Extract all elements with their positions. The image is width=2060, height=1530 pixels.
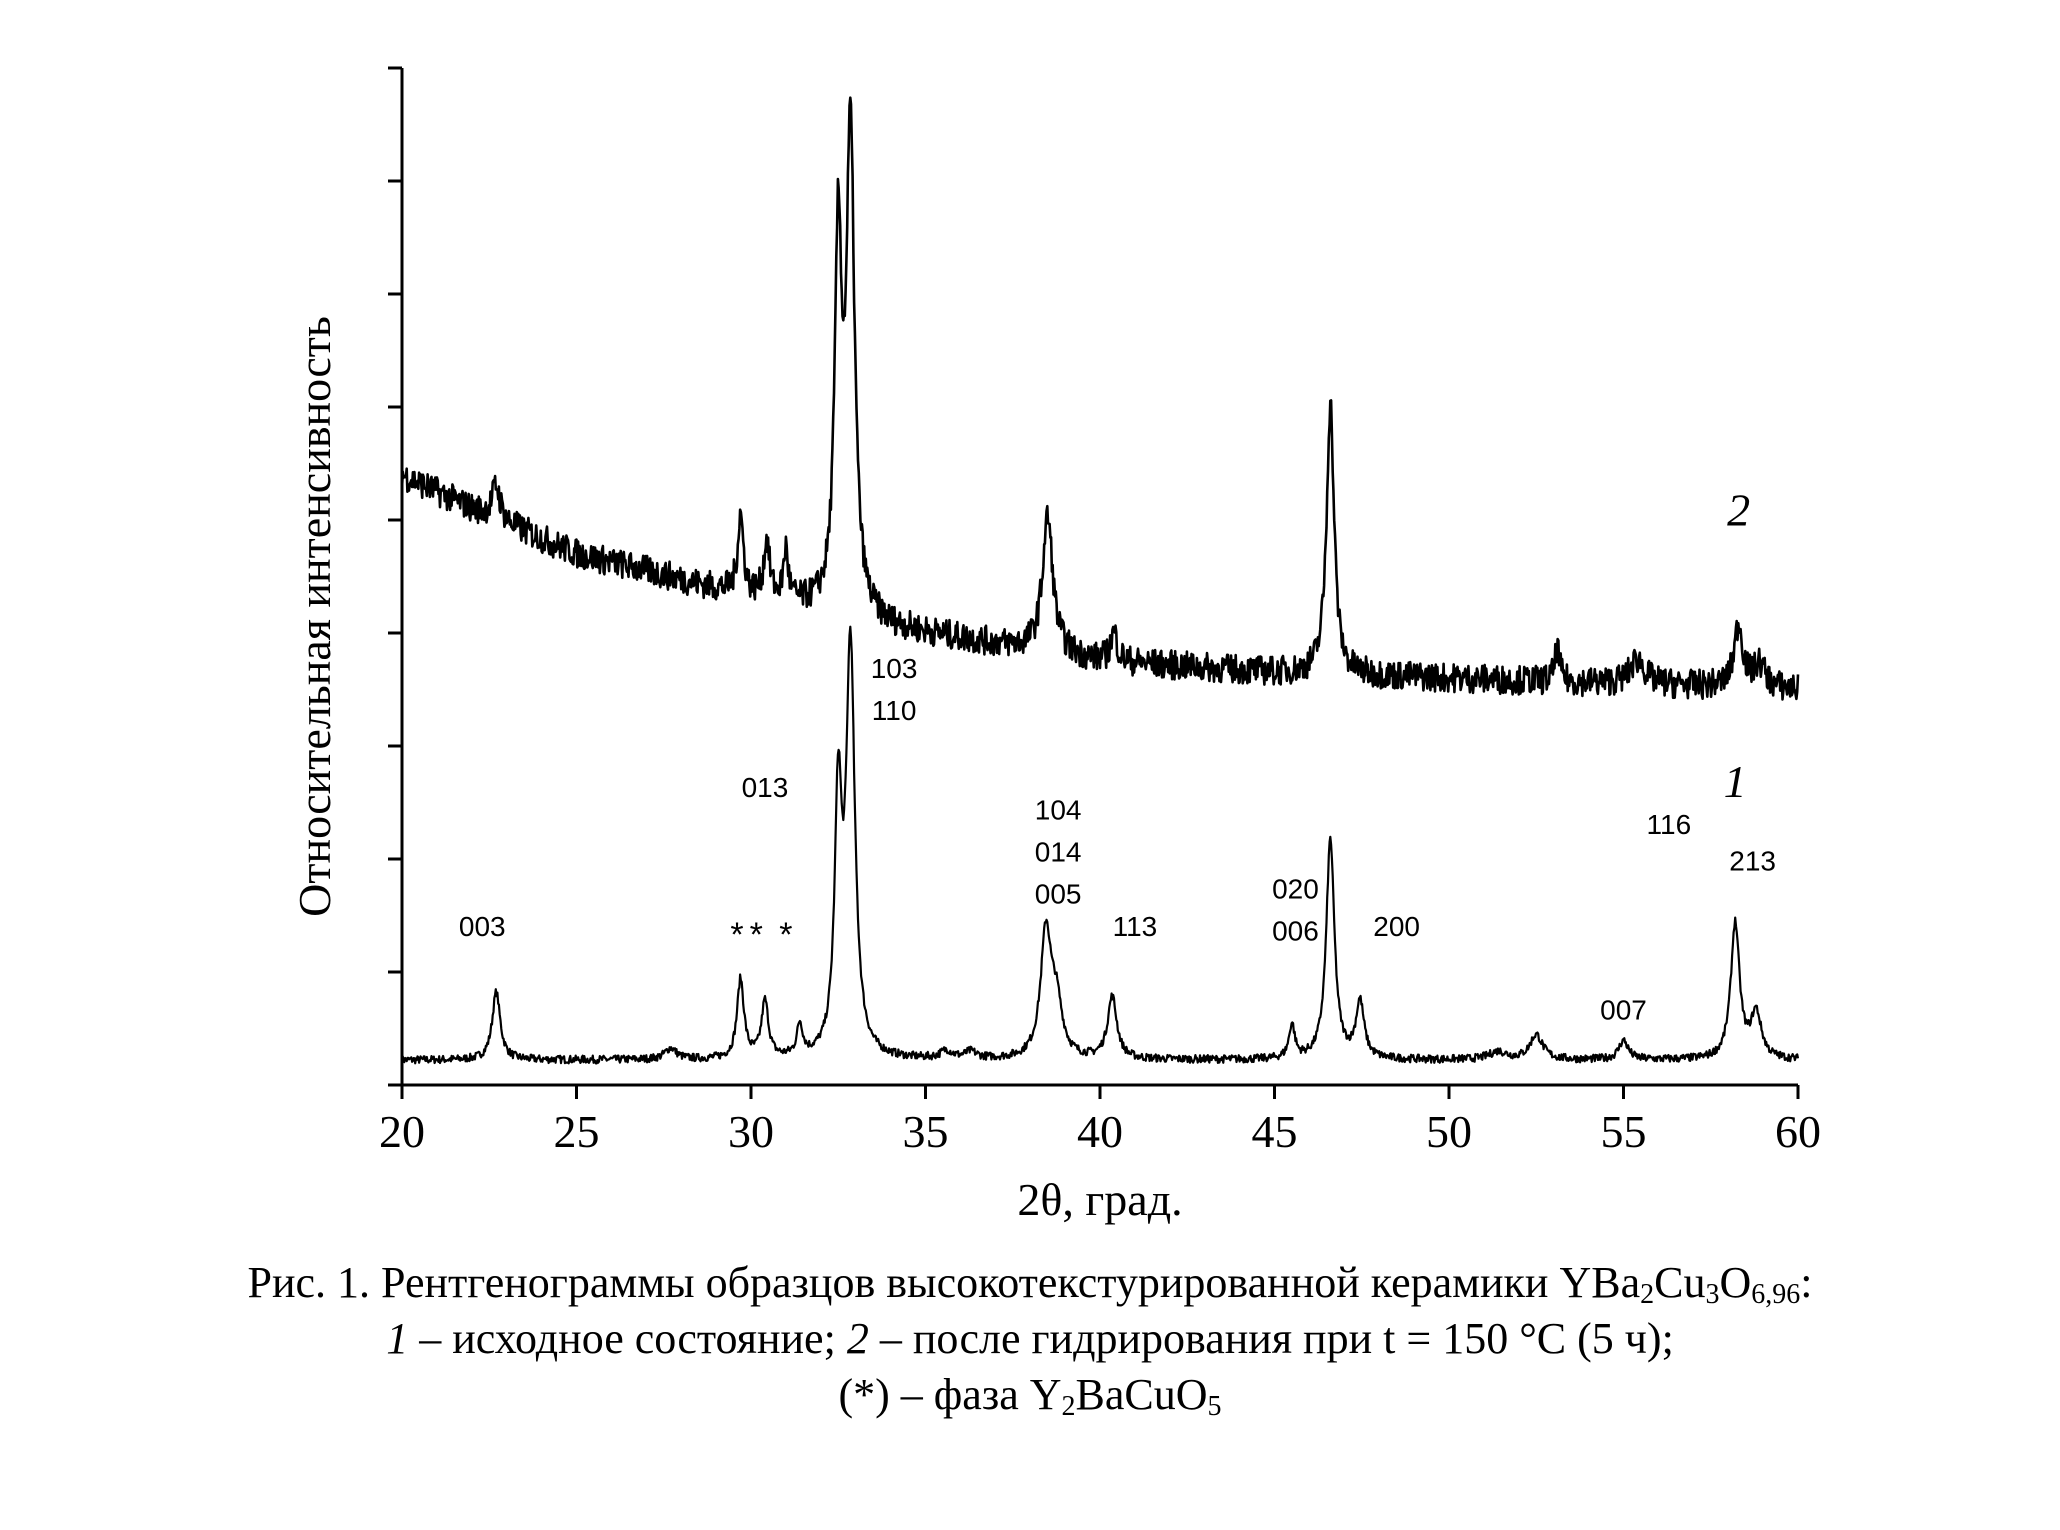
peak-annotation-star: *: [750, 916, 763, 954]
peak-annotation-star: *: [730, 916, 743, 954]
peak-annotation: 006: [1272, 916, 1319, 947]
caption-subscript: 3: [1705, 1279, 1720, 1310]
peak-annotation: 003: [459, 911, 506, 942]
caption-text: BaCuO: [1075, 1370, 1208, 1419]
caption-subscript: 2: [1640, 1279, 1655, 1310]
figure-caption: Рис. 1. Рентгенограммы образцов высокоте…: [0, 1255, 2060, 1423]
caption-text: :: [1800, 1258, 1813, 1307]
y-axis-label: Относительная интенсивность: [289, 316, 340, 917]
peak-annotation: 005: [1035, 878, 1082, 909]
peak-annotation: 014: [1035, 836, 1082, 867]
caption-series-number: 1: [386, 1314, 409, 1363]
caption-text: Cu: [1654, 1258, 1706, 1307]
x-tick-label: 45: [1252, 1106, 1298, 1157]
x-tick-label: 20: [379, 1106, 425, 1157]
peak-annotation: 013: [742, 772, 789, 803]
series-line-1: [400, 625, 1800, 1065]
caption-text: Рис. 1. Рентгенограммы образцов высокоте…: [247, 1258, 1641, 1307]
chart-axes: 20 25 30 35 40 45 50 55 60 2θ, град. Относительная…: [289, 66, 1821, 1225]
caption-series-number: 2: [846, 1314, 869, 1363]
caption-subscript: 6,96: [1751, 1279, 1801, 1310]
series-line-2: [400, 96, 1800, 701]
x-axis-label: 2θ, град.: [1017, 1174, 1182, 1225]
peak-annotation: 213: [1729, 845, 1776, 876]
caption-text: – после гидрирования при t = 150 °C (5 ч…: [868, 1314, 1674, 1363]
peak-annotation: 200: [1373, 911, 1420, 942]
caption-line-3: (*) – фаза Y2BaCuO5: [0, 1367, 2060, 1423]
caption-line-1: Рис. 1. Рентгенограммы образцов высокоте…: [0, 1255, 2060, 1311]
peak-annotation: 104: [1035, 794, 1082, 825]
x-tick-label: 50: [1426, 1106, 1472, 1157]
peak-annotation: 103: [871, 653, 918, 684]
x-tick-label: 40: [1077, 1106, 1123, 1157]
peak-annotation: 020: [1272, 874, 1319, 905]
x-tick-label: 30: [728, 1106, 774, 1157]
chart-series: [400, 96, 1800, 1065]
x-tick-label: 60: [1775, 1106, 1821, 1157]
peak-annotation: 007: [1600, 994, 1647, 1025]
x-tick-label: 25: [554, 1106, 600, 1157]
x-tick-label: 55: [1601, 1106, 1647, 1157]
peak-annotation-star: *: [779, 916, 792, 954]
caption-text: O: [1719, 1258, 1752, 1307]
series-label: 2: [1727, 485, 1750, 536]
peak-annotation: 110: [872, 695, 917, 726]
caption-text: (*) – фаза Y: [838, 1370, 1062, 1419]
peak-annotation: 116: [1647, 809, 1692, 840]
caption-text: – исходное состояние;: [408, 1314, 847, 1363]
series-label: 1: [1724, 756, 1747, 807]
caption-line-2: 1 – исходное состояние; 2 – после гидрир…: [0, 1311, 2060, 1367]
peak-annotation: 113: [1113, 911, 1158, 942]
caption-subscript: 2: [1061, 1391, 1076, 1422]
caption-subscript: 5: [1207, 1391, 1222, 1422]
x-tick-label: 35: [903, 1106, 949, 1157]
